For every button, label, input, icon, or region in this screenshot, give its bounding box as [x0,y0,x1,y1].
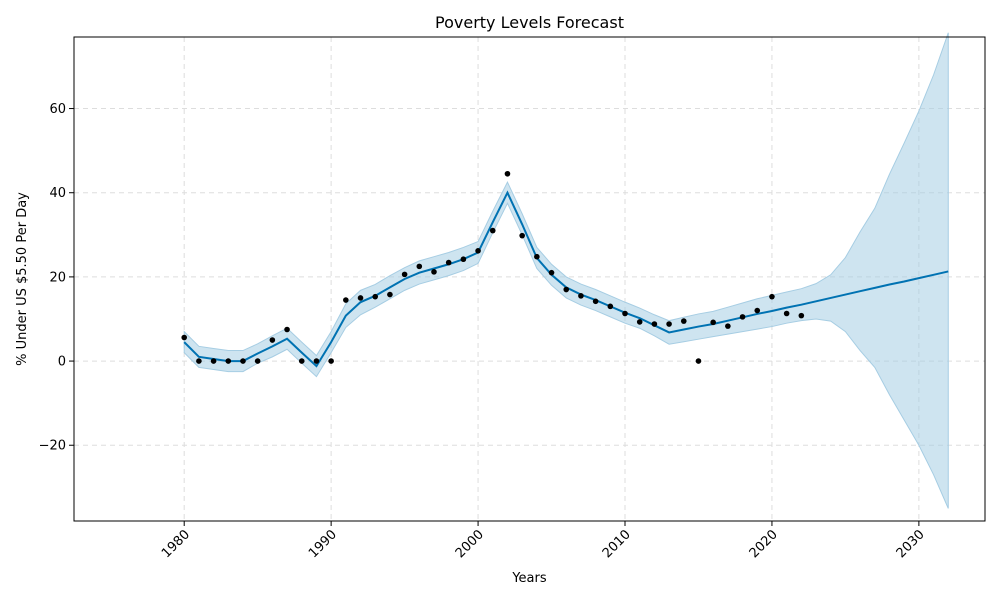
observed-point [622,310,628,317]
observed-point [460,256,467,263]
observed-point [489,227,496,234]
plot-frame [73,36,986,522]
observed-point [431,269,437,275]
observed-point [710,319,716,326]
observed-point [607,303,614,310]
observed-point [357,295,364,301]
observed-point [798,312,805,319]
observed-point [769,293,775,300]
observed-point [401,271,408,278]
y-tick-label: 20 [49,270,66,285]
observed-points [181,170,805,364]
y-axis-title: % Under US $5.50 Per Day [15,192,30,366]
observed-point [387,291,393,298]
observed-point [298,358,305,364]
x-tick-label: 1990 [306,527,340,561]
observed-point [284,326,290,333]
x-axis-title: Years [511,571,547,586]
observed-point [651,321,658,327]
observed-point [519,232,525,239]
observed-point [504,170,511,177]
observed-point [578,293,584,299]
observed-point [548,269,555,276]
y-tick-label: 60 [49,102,66,117]
observed-point [680,318,687,324]
observed-point [534,253,540,260]
observed-point [240,358,246,364]
y-tick-label: −20 [39,439,66,454]
observed-point [754,307,761,314]
observed-point [695,358,702,364]
observed-point [739,314,746,320]
observed-point [343,297,349,303]
x-tick-label: 2010 [600,527,634,561]
x-tick-label: 1980 [159,527,193,561]
uncertainty-interval-band [183,32,949,509]
observed-point [475,248,481,254]
observed-point [225,358,232,364]
observed-point [313,358,320,364]
x-tick-label: 2020 [747,527,781,561]
observed-point [592,298,599,305]
y-tick-label: 40 [49,186,66,201]
observed-point [636,319,643,325]
observed-point [372,293,379,300]
x-tick-label: 2030 [894,527,928,561]
y-axis: −20 0 20 40 60 [39,102,74,454]
chart-title: Poverty Levels Forecast [435,13,624,32]
x-tick-label: 2000 [453,527,487,561]
observed-point [725,323,731,329]
observed-point [328,358,334,364]
observed-point [196,358,202,364]
observed-point [181,334,188,341]
x-axis: 1980 1990 2000 2010 2020 2030 [159,521,928,561]
observed-point [254,358,261,364]
observed-point [563,286,570,293]
observed-point [783,310,790,317]
observed-point [666,321,672,327]
y-tick-label: 0 [58,355,66,370]
observed-point [416,263,423,270]
observed-point [269,337,276,343]
observed-point [210,358,217,364]
observed-point [445,259,452,266]
